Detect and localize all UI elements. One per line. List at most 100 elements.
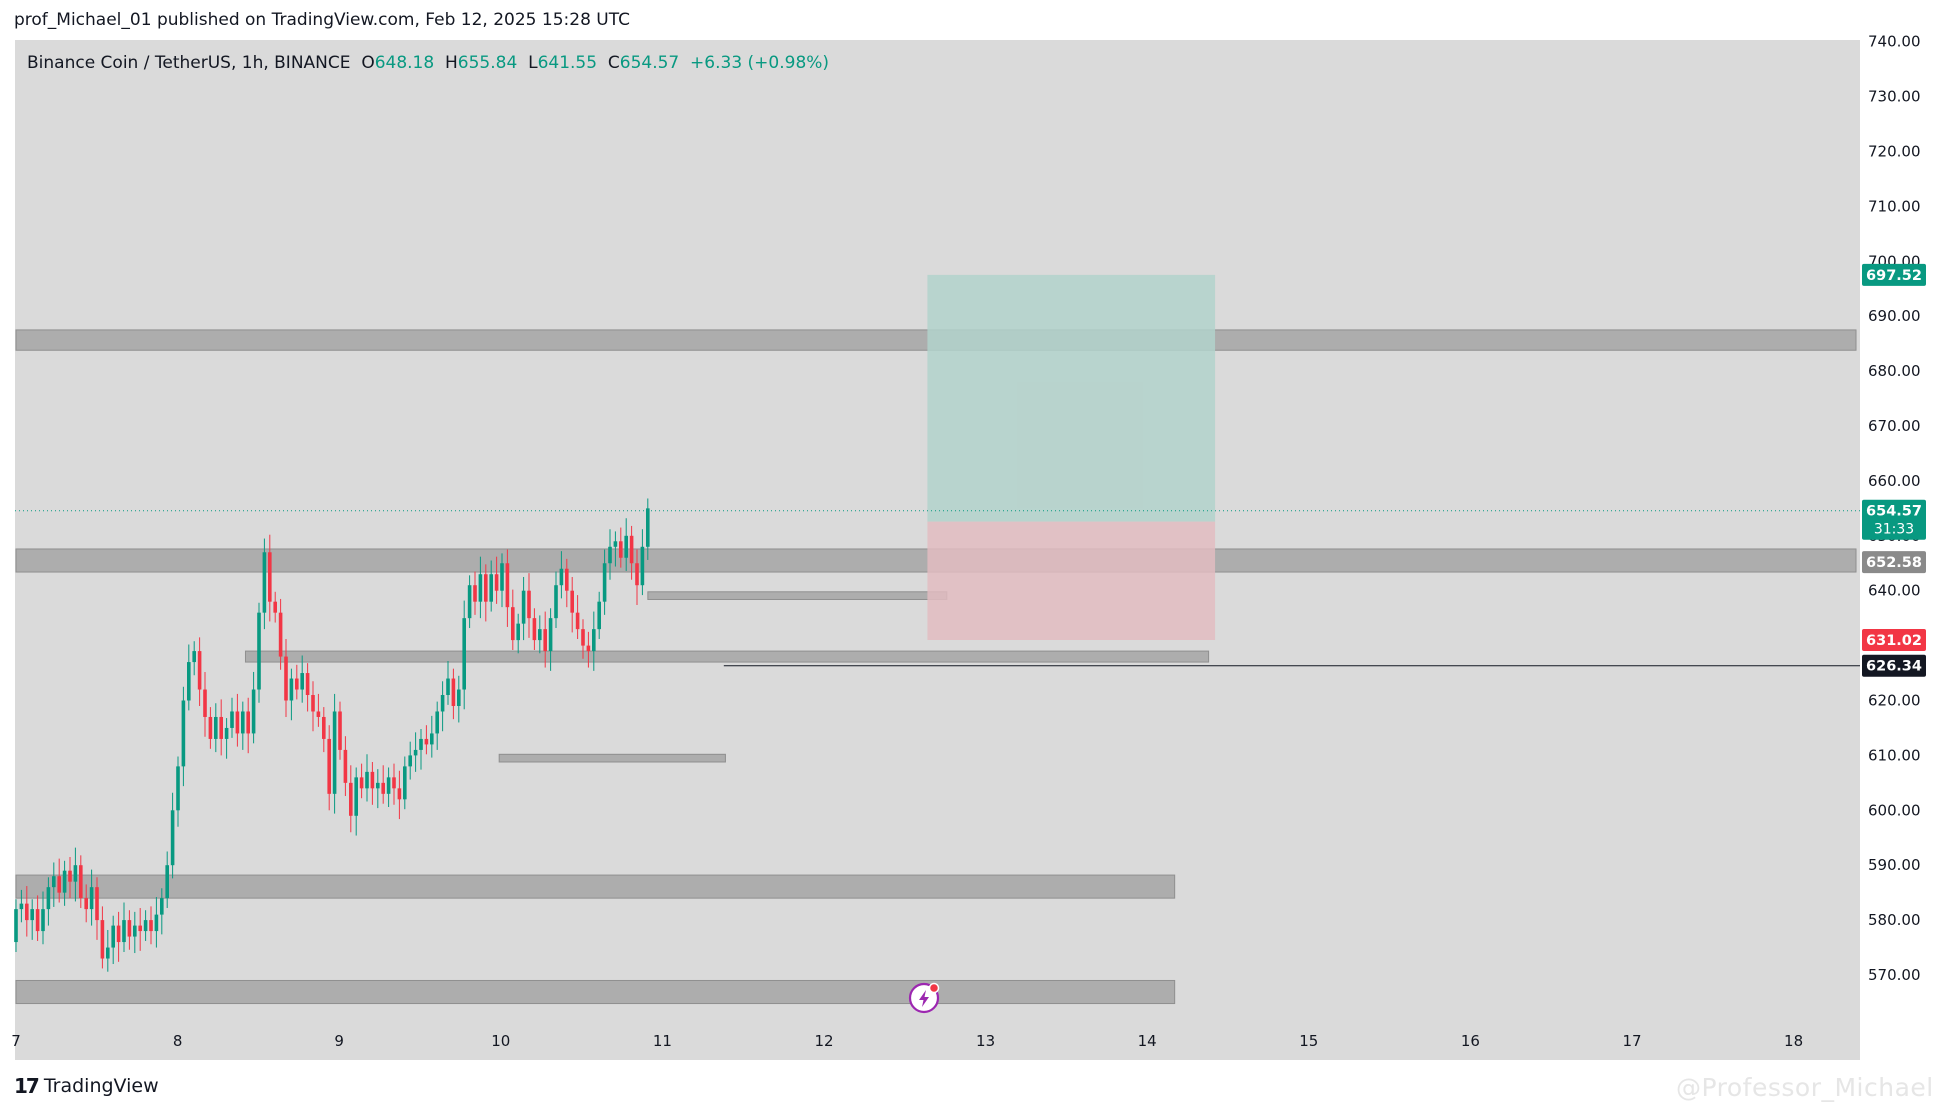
- price-tag-stop: 631.02: [1862, 629, 1926, 652]
- x-tick-label: 7: [11, 1032, 21, 1050]
- candle: [116, 925, 121, 943]
- published-caption: prof_Michael_01 published on TradingView…: [14, 10, 630, 30]
- sr-zone[interactable]: [244, 650, 1210, 663]
- candle: [473, 585, 477, 602]
- sr-zone[interactable]: [647, 591, 948, 600]
- x-tick-label: 15: [1299, 1032, 1318, 1050]
- candle: [494, 574, 499, 591]
- stop-zone[interactable]: [927, 521, 1216, 641]
- candle: [575, 612, 580, 630]
- candle: [516, 623, 520, 641]
- candle: [316, 711, 321, 717]
- tradingview-logo[interactable]: 17 TradingView: [14, 1074, 159, 1098]
- lightning-icon[interactable]: [908, 982, 940, 1014]
- candle: [214, 716, 218, 739]
- candle: [613, 541, 618, 547]
- price-tag-bg: [1862, 499, 1926, 540]
- candle: [635, 563, 639, 586]
- candle: [262, 552, 267, 613]
- price-tag-bg: [1862, 551, 1926, 574]
- candle: [527, 590, 531, 619]
- y-tick-label: 710.00: [1868, 197, 1921, 215]
- price-tag-text: 697.52: [1866, 268, 1922, 284]
- candle: [624, 535, 628, 558]
- x-tick-label: 10: [491, 1032, 510, 1050]
- candle: [376, 782, 380, 789]
- candle: [224, 727, 229, 739]
- candle: [381, 782, 385, 794]
- x-tick-label: 12: [814, 1032, 833, 1050]
- candle: [489, 574, 493, 602]
- price-tag-line: 626.34: [1862, 654, 1926, 677]
- y-tick-label: 580.00: [1868, 911, 1921, 929]
- legend-low: 641.55: [537, 53, 598, 73]
- candle: [581, 629, 585, 646]
- y-tick-label: 570.00: [1868, 966, 1921, 984]
- candle: [251, 689, 256, 734]
- x-tick-label: 13: [976, 1032, 995, 1050]
- candle: [154, 914, 159, 932]
- candle: [170, 810, 175, 866]
- candle: [597, 601, 601, 630]
- candle: [640, 546, 645, 586]
- sr-zone[interactable]: [15, 874, 1176, 899]
- y-tick-label: 740.00: [1868, 33, 1921, 51]
- candle: [451, 678, 456, 706]
- candle: [322, 716, 326, 739]
- candle: [608, 546, 612, 564]
- y-tick-label: 660.00: [1868, 472, 1921, 490]
- candles-layer: [14, 498, 650, 972]
- candle: [570, 590, 574, 613]
- position-layer[interactable]: [927, 274, 1216, 641]
- candle: [311, 695, 315, 712]
- candle: [419, 738, 423, 750]
- price-axis[interactable]: 570.00580.00590.00600.00610.00620.00630.…: [1868, 33, 1921, 984]
- candle: [165, 865, 169, 899]
- y-tick-label: 620.00: [1868, 692, 1921, 710]
- candle: [25, 903, 29, 921]
- y-tick-label: 640.00: [1868, 582, 1921, 600]
- candle: [203, 689, 207, 717]
- legend-open: 648.18: [374, 53, 435, 73]
- candle: [430, 733, 434, 745]
- candle: [408, 755, 412, 767]
- candle: [467, 585, 472, 619]
- candle: [511, 607, 515, 641]
- candle: [289, 678, 294, 701]
- sr-zone[interactable]: [15, 979, 1176, 1005]
- y-tick-label: 670.00: [1868, 417, 1921, 435]
- legend-symbol: Binance Coin / TetherUS, 1h, BINANCE: [27, 53, 351, 73]
- candle: [521, 590, 526, 624]
- candle: [484, 574, 488, 602]
- candle: [359, 777, 364, 789]
- chart-legend[interactable]: Binance Coin / TetherUS, 1h, BINANCE O64…: [27, 53, 829, 73]
- target-zone[interactable]: [927, 274, 1216, 522]
- candle: [295, 678, 299, 690]
- candle: [646, 508, 650, 547]
- price-tag-text: 654.57: [1866, 504, 1922, 520]
- candle: [241, 711, 245, 734]
- candle: [192, 651, 196, 663]
- time-axis[interactable]: 7 8 9 10 11 12 13 14 15 16 17 18: [11, 1032, 1803, 1050]
- candle: [208, 716, 213, 739]
- author-watermark: @Professor_Michael: [1676, 1073, 1934, 1102]
- candle: [300, 673, 304, 690]
- candle: [500, 563, 504, 591]
- price-tag-text: 652.58: [1866, 555, 1922, 571]
- candle: [365, 771, 369, 789]
- candle: [440, 695, 445, 712]
- candle: [111, 925, 115, 948]
- x-tick-label: 17: [1622, 1032, 1641, 1050]
- candle: [143, 920, 148, 932]
- zones-layer: [15, 329, 1857, 1005]
- price-tag-bg: [1862, 263, 1926, 286]
- candle: [149, 920, 153, 932]
- legend-close-label: C: [607, 53, 620, 73]
- candle: [478, 574, 483, 602]
- candle: [219, 716, 223, 739]
- candle: [538, 629, 542, 641]
- price-tag-bg: [1862, 629, 1926, 652]
- sr-zone[interactable]: [498, 753, 726, 763]
- y-tick-label: 680.00: [1868, 362, 1921, 380]
